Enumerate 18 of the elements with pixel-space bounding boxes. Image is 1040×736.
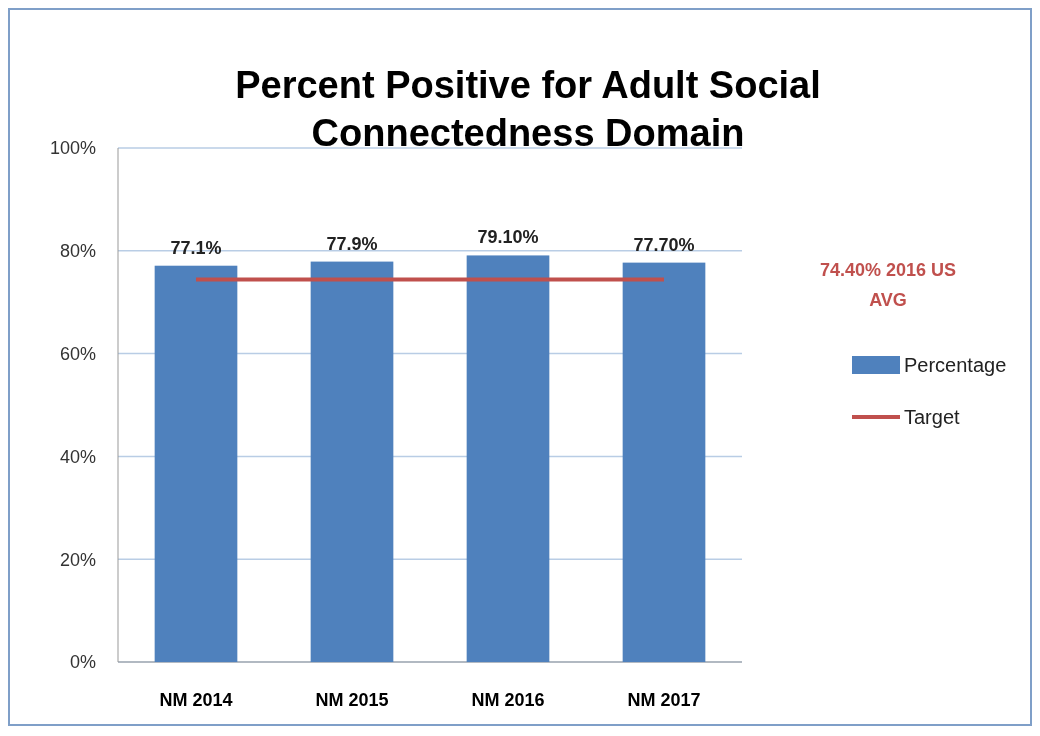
x-tick-label: NM 2014 [159, 690, 233, 710]
data-label: 77.1% [170, 237, 222, 258]
x-tick-label: NM 2016 [471, 690, 545, 710]
y-tick-label: 0% [69, 652, 96, 673]
legend-label: Target [904, 406, 961, 428]
y-tick-label: 40% [59, 446, 96, 467]
x-tick-label: NM 2015 [315, 690, 389, 710]
text: 74.40% 2016 US AVG [819, 260, 957, 310]
y-tick-label: 80% [59, 241, 96, 262]
data-label: 77.9% [326, 233, 378, 254]
chart-title: Percent Positive for Adult Social Connectedness Domain [235, 64, 821, 154]
y-tick-label: 20% [59, 549, 96, 570]
data-label: 77.70% [633, 234, 695, 255]
y-tick-label: 60% [59, 343, 96, 364]
y-tick-label: 100% [49, 138, 96, 159]
data-label: 79.10% [477, 227, 539, 248]
legend-label: Percentage [904, 354, 1007, 376]
x-tick-label: NM 2017 [627, 690, 701, 710]
